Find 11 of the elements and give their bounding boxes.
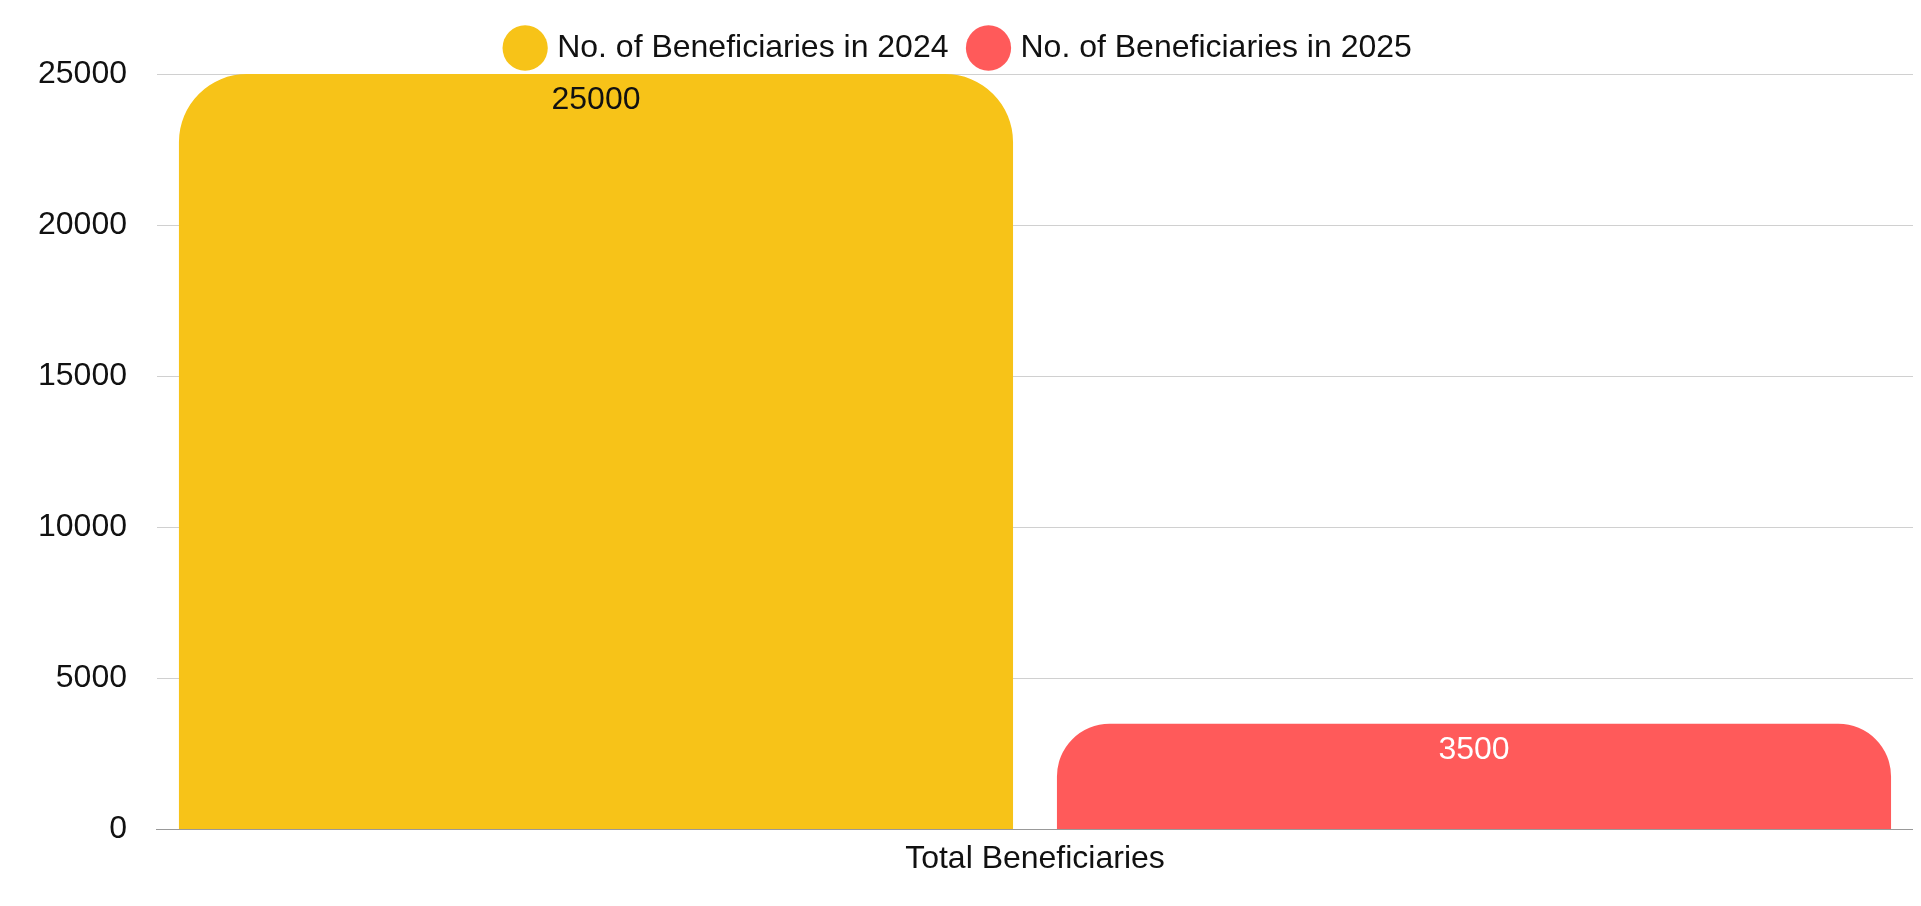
y-tick-label: 20000: [38, 204, 127, 241]
data-label: 3500: [1438, 729, 1510, 766]
legend-label: No. of Beneficiaries in 2024: [557, 27, 949, 64]
data-label: 25000: [551, 79, 641, 116]
x-tick-label: Total Beneficiaries: [905, 838, 1165, 875]
y-tick-label: 10000: [38, 507, 127, 544]
legend-label: No. of Beneficiaries in 2025: [1020, 27, 1412, 64]
y-tick-label: 0: [109, 809, 127, 846]
y-tick-label: 15000: [38, 356, 127, 393]
y-tick-label: 5000: [55, 658, 127, 695]
y-tick-label: 25000: [38, 53, 127, 90]
